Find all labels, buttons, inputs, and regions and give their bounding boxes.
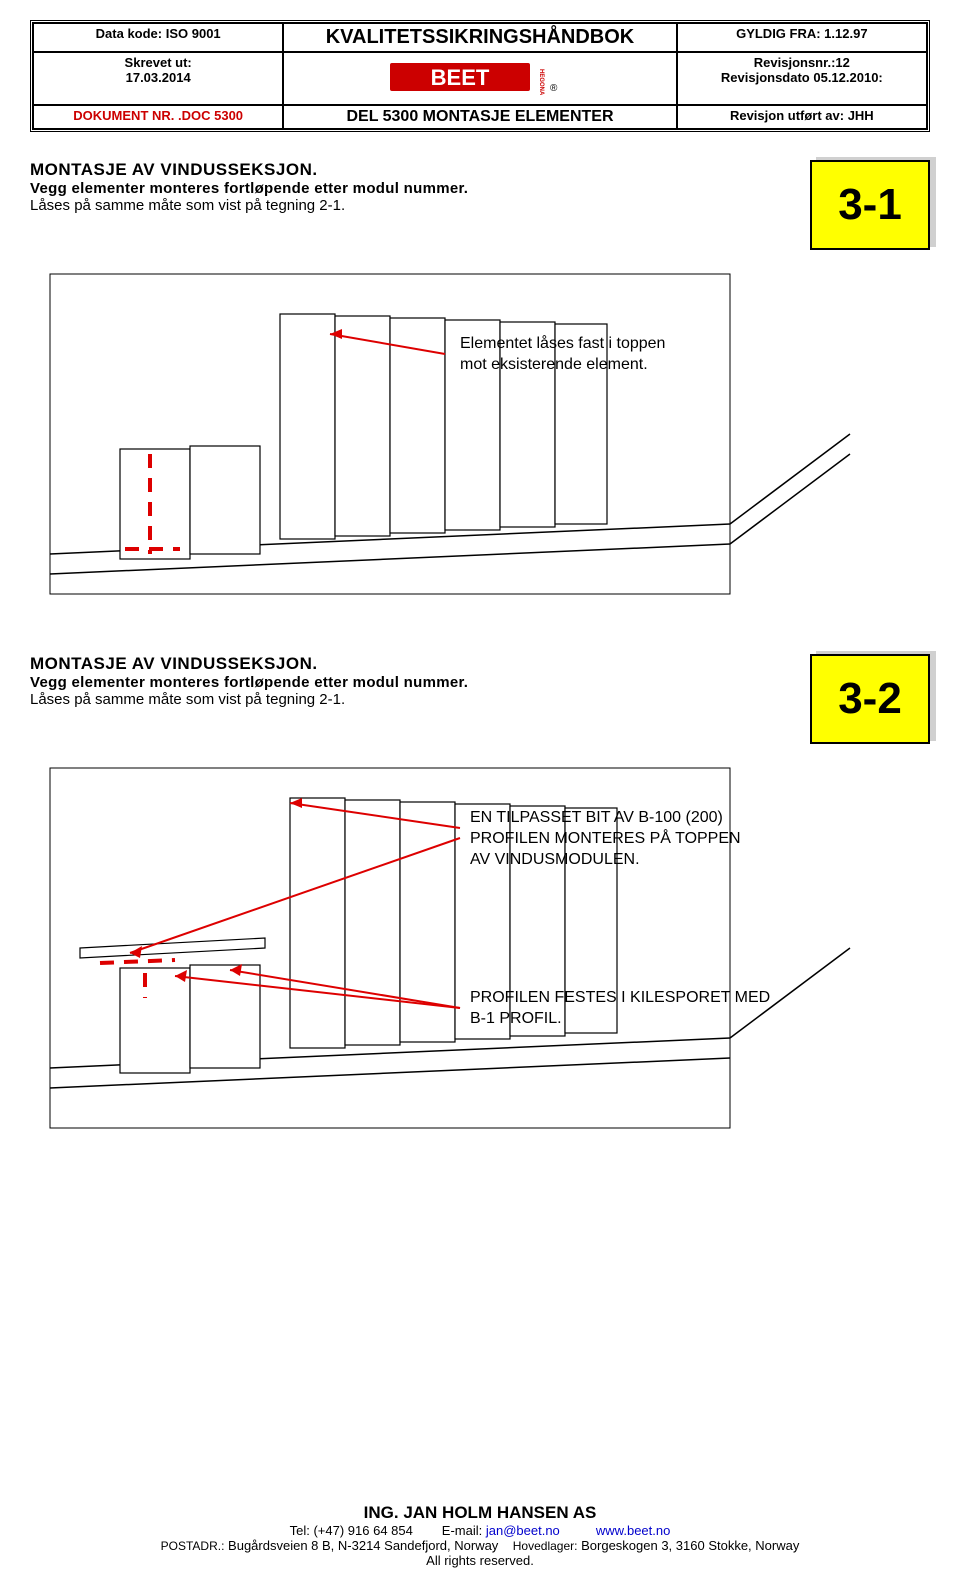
header-datakode: Data kode: ISO 9001 [33,23,283,52]
header-skrevet-date: 17.03.2014 [40,70,276,85]
page: Data kode: ISO 9001 KVALITETSSIKRINGSHÅN… [0,0,960,1588]
beet-logo: BEET HEGONA ® [390,55,570,99]
footer-tel: Tel: (+47) 916 64 854 [290,1523,413,1538]
section-sub: Vegg elementer monteres fortløpende ette… [30,674,930,691]
footer-post-label: POSTADR.: [161,1539,225,1553]
diagram-3-2: EN TILPASSET BIT AV B-100 (200)PROFILEN … [30,748,930,1148]
footer: ING. JAN HOLM HANSEN AS Tel: (+47) 916 6… [30,1503,930,1568]
header-revdato: Revisjonsdato 05.12.2010: [684,70,920,85]
header-revav: Revisjon utført av: JHH [677,105,927,129]
section-text: Låses på samme måte som vist på tegning … [30,691,930,708]
callout-3-2a: EN TILPASSET BIT AV B-100 (200)PROFILEN … [470,808,741,870]
header-skrevet-label: Skrevet ut: [40,55,276,70]
section-3-1: 3-1 MONTASJE AV VINDUSSEKSJON. Vegg elem… [30,160,930,614]
footer-email-label: E-mail: [442,1523,482,1538]
header-logo-cell: BEET HEGONA ® [283,52,676,105]
callout-3-1: Elementet låses fast i toppenmot eksiste… [460,334,665,376]
header-revnr: Revisjonsnr.:12 [684,55,920,70]
diagram-svg-3-1 [30,254,930,614]
logo-text: BEET [431,65,490,90]
section-sub: Vegg elementer monteres fortløpende ette… [30,180,930,197]
svg-text:®: ® [550,83,558,94]
header-skrevet: Skrevet ut: 17.03.2014 [33,52,283,105]
footer-post-addr: Bugårdsveien 8 B, N-3214 Sandefjord, Nor… [228,1538,498,1553]
footer-email[interactable]: jan@beet.no [486,1523,560,1538]
section-title: MONTASJE AV VINDUSSEKSJON. [30,654,930,674]
header-rev: Revisjonsnr.:12 Revisjonsdato 05.12.2010… [677,52,927,105]
footer-rights: All rights reserved. [30,1553,930,1568]
callout-3-2b: PROFILEN FESTES I KILESPORET MEDB-1 PROF… [470,988,770,1030]
step-badge-3-2: 3-2 [810,654,930,744]
section-text: Låses på samme måte som vist på tegning … [30,197,930,214]
footer-contact-line: Tel: (+47) 916 64 854 E-mail: jan@beet.n… [30,1523,930,1538]
step-badge-3-1: 3-1 [810,160,930,250]
header-main-title: KVALITETSSIKRINGSHÅNDBOK [283,23,676,52]
header-gyldig: GYLDIG FRA: 1.12.97 [677,23,927,52]
footer-web[interactable]: www.beet.no [596,1523,670,1538]
header-del: DEL 5300 MONTASJE ELEMENTER [283,105,676,129]
footer-addr-line: POSTADR.: Bugårdsveien 8 B, N-3214 Sande… [30,1538,930,1553]
header-doknr: DOKUMENT NR. .DOC 5300 [33,105,283,129]
diagram-3-1: Elementet låses fast i toppenmot eksiste… [30,254,930,614]
svg-text:HEGONA: HEGONA [538,69,544,95]
header-table: Data kode: ISO 9001 KVALITETSSIKRINGSHÅN… [30,20,930,132]
footer-hoved-label: Hovedlager: [513,1539,578,1553]
section-title: MONTASJE AV VINDUSSEKSJON. [30,160,930,180]
footer-hoved-addr: Borgeskogen 3, 3160 Stokke, Norway [581,1538,799,1553]
footer-company: ING. JAN HOLM HANSEN AS [30,1503,930,1523]
section-3-2: 3-2 MONTASJE AV VINDUSSEKSJON. Vegg elem… [30,654,930,1148]
